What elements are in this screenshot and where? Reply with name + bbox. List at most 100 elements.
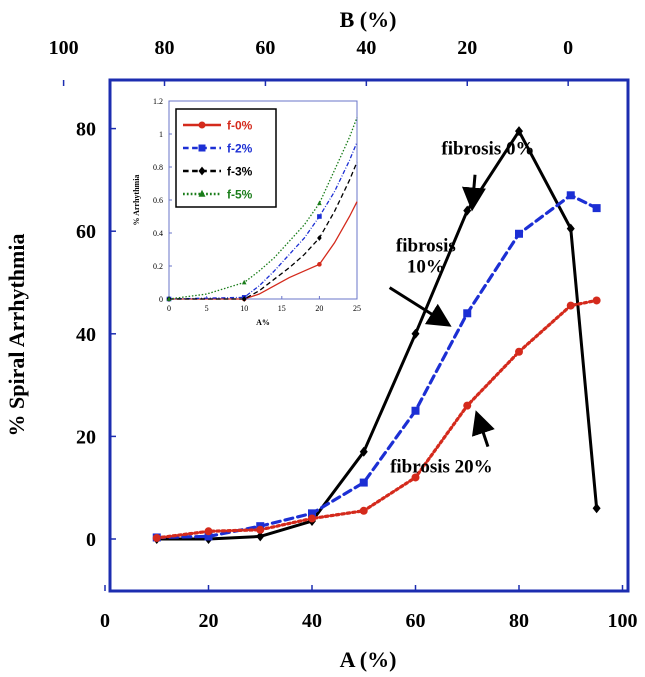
annotation-line: fibrosis 0% <box>441 138 534 159</box>
inset-y-tick-label: 0.4 <box>153 229 163 238</box>
inset-series-lines <box>168 117 358 300</box>
inset-x-tick-label: 20 <box>315 304 323 313</box>
top-tick-label: 60 <box>255 37 275 59</box>
inset-x-tick-label: 10 <box>240 304 248 313</box>
inset-series-1-point <box>317 214 322 219</box>
series-0-point <box>592 503 601 514</box>
series-0-point <box>256 531 265 542</box>
legend-label-3: f-5% <box>227 188 253 202</box>
annotation-line: fibrosis <box>396 236 456 257</box>
series-0-point <box>359 446 368 457</box>
inset-chart: 0 5 10 15 20 25 0 0.2 0.4 0.6 0.8 1 1.2 A% % Arrhythmi… <box>132 97 361 327</box>
annotation-arrow <box>461 174 486 212</box>
series-2-point <box>359 506 368 515</box>
x-tick-label: 20 <box>199 610 219 632</box>
inset-legend-box <box>175 108 277 208</box>
inset-series-line-3 <box>168 117 358 300</box>
series-line-2 <box>155 298 599 540</box>
series-line-0 <box>155 129 599 541</box>
annotation-line: 10% <box>407 257 445 278</box>
annotation-line: fibrosis 20% <box>390 456 493 477</box>
y-tick-label: 40 <box>76 324 96 346</box>
inset-y-tick-label: 0.6 <box>153 196 163 205</box>
inset-y-tick-label: 1.2 <box>153 97 163 106</box>
series-1-point <box>411 406 420 415</box>
inset-y-tick-label: 0.2 <box>153 262 163 271</box>
series-2-point <box>411 473 420 482</box>
inset-series-2-point <box>241 296 247 302</box>
x-tick-label: 80 <box>509 610 529 632</box>
series-2-point <box>566 301 575 310</box>
inset-x-tick-label: 15 <box>278 304 286 313</box>
legend-swatch-marker-2 <box>198 166 206 176</box>
top-tick-label: 40 <box>356 37 376 59</box>
series-0-point <box>411 328 420 339</box>
series-1-point <box>592 204 601 213</box>
inset-series-line-2 <box>169 161 358 300</box>
series-2-point <box>152 533 161 542</box>
legend-swatch-marker-1 <box>198 144 206 152</box>
series-1-point <box>308 509 316 518</box>
series-1-point <box>515 229 523 238</box>
legend-label-0: f-0% <box>227 119 253 133</box>
series-1-point <box>463 309 472 318</box>
y-tick-label: 60 <box>76 221 96 243</box>
annotation-arrow <box>388 286 452 327</box>
x-tick-label: 0 <box>100 610 110 632</box>
x-tick-label: 100 <box>608 610 638 632</box>
series-2-point <box>592 296 601 305</box>
top-axis-title: B (%) <box>340 7 397 32</box>
x-tick-label: 60 <box>406 610 426 632</box>
inset-legend: f-0% f-2% f-3% f-5% <box>183 119 253 202</box>
inset-ticks: 0 5 10 15 20 25 0 0.2 0.4 0.6 0.8 1 1.2 A% % Arrhythmi… <box>132 97 361 327</box>
legend-label-2: f-3% <box>227 165 253 179</box>
inset-series-2-point <box>317 235 322 241</box>
inset-y-tick-label: 0.8 <box>153 163 163 172</box>
series-1-point <box>566 191 575 200</box>
main-series-markers <box>152 126 601 544</box>
main-series-lines <box>155 129 599 541</box>
top-tick-label: 100 <box>49 37 79 59</box>
inset-series-3-point <box>166 296 172 301</box>
y-tick-label: 80 <box>76 119 96 141</box>
y-tick-label: 20 <box>76 426 96 448</box>
x-axis-title: A (%) <box>340 647 397 672</box>
inset-series-markers <box>166 200 322 302</box>
annotation-text: fibrosis 20% <box>390 456 493 477</box>
inset-series-3-point <box>317 200 322 206</box>
inset-x-tick-label: 25 <box>353 304 361 313</box>
y-tick-label: 0 <box>86 529 96 551</box>
annotations: fibrosis 0% fibrosis 10% fibrosis 20% <box>388 138 534 477</box>
series-2-point <box>463 401 472 410</box>
top-tick-label: 20 <box>457 37 477 59</box>
series-1-point <box>359 478 368 487</box>
inset-series-3-point <box>241 279 247 285</box>
inset-x-axis-title: A% <box>256 318 270 327</box>
annotation-arrow <box>471 410 495 448</box>
top-tick-label: 80 <box>155 37 175 59</box>
legend-swatch-marker-3 <box>198 189 206 197</box>
annotation-text: fibrosis 0% <box>441 138 534 159</box>
series-2-point <box>204 527 213 536</box>
inset-y-axis-title: % Arrhythmia <box>132 175 141 226</box>
top-tick-label: 0 <box>563 37 573 59</box>
series-2-point <box>256 525 265 534</box>
y-axis-title: % Spiral Arrhythmia <box>4 234 29 437</box>
series-0-point <box>566 223 575 234</box>
series-2-point <box>308 514 316 523</box>
inset-x-tick-label: 5 <box>205 304 209 313</box>
inset-series-0-point <box>317 262 322 267</box>
series-1-point <box>204 532 213 541</box>
x-tick-label: 40 <box>302 610 322 632</box>
series-2-point <box>515 347 523 356</box>
inset-y-tick-label: 1 <box>159 130 163 139</box>
inset-y-tick-label: 0 <box>159 295 163 304</box>
inset-series-line-1 <box>168 142 358 300</box>
inset-x-tick-label: 0 <box>167 304 171 313</box>
legend-swatch-marker-0 <box>198 121 206 129</box>
legend-label-1: f-2% <box>227 142 253 156</box>
series-0-point <box>515 126 523 137</box>
annotation-text: fibrosis 10% <box>396 236 456 278</box>
